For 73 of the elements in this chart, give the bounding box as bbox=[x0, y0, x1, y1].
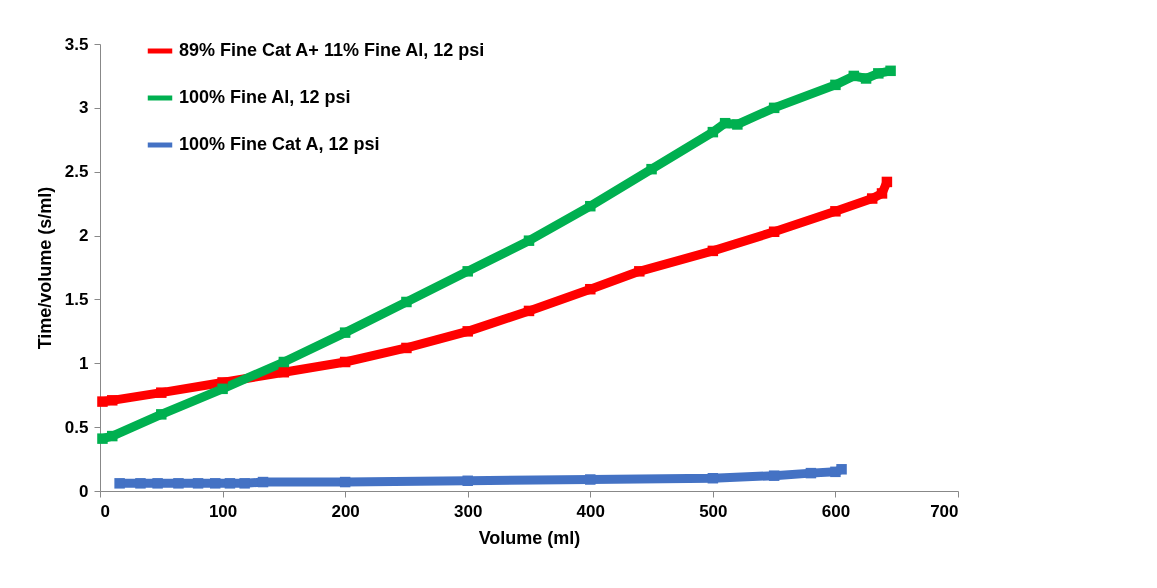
point bbox=[830, 206, 841, 217]
point bbox=[707, 245, 719, 257]
point bbox=[107, 395, 118, 406]
point bbox=[114, 478, 125, 489]
point bbox=[107, 430, 118, 442]
y-tick-label: 2.5 bbox=[64, 162, 89, 182]
y-tick-label: 3.5 bbox=[64, 34, 89, 54]
x-tick-label: 200 bbox=[331, 501, 360, 521]
point bbox=[707, 472, 719, 484]
point bbox=[585, 200, 596, 212]
point bbox=[768, 226, 780, 237]
point bbox=[278, 356, 290, 368]
y-tick-label: 0.5 bbox=[64, 417, 89, 437]
x-axis-title: Volume (ml) bbox=[478, 527, 581, 548]
point bbox=[462, 475, 473, 487]
point bbox=[585, 474, 596, 485]
y-tick-label: 1 bbox=[79, 353, 89, 373]
point bbox=[278, 366, 290, 378]
x-tick-label: 600 bbox=[821, 501, 851, 521]
y-tick-label: 0 bbox=[79, 481, 89, 501]
point bbox=[152, 478, 163, 489]
point bbox=[462, 326, 473, 337]
legend-label: 100% Fine Cat A, 12 psi bbox=[179, 134, 380, 154]
x-tick-label: 100 bbox=[208, 501, 238, 521]
point bbox=[634, 266, 645, 277]
point bbox=[239, 478, 250, 489]
point bbox=[523, 235, 535, 246]
point bbox=[339, 356, 351, 368]
point bbox=[97, 396, 108, 407]
point bbox=[646, 163, 657, 175]
point bbox=[217, 383, 228, 395]
x-tick-label: 500 bbox=[699, 501, 728, 521]
x-tick-label: 300 bbox=[454, 501, 483, 521]
point bbox=[830, 79, 841, 91]
point bbox=[873, 68, 884, 79]
point bbox=[209, 478, 221, 489]
x-tick-label: 400 bbox=[576, 501, 605, 521]
point bbox=[732, 119, 743, 130]
point bbox=[585, 283, 596, 295]
point bbox=[881, 176, 893, 188]
point bbox=[156, 387, 167, 398]
point bbox=[462, 266, 473, 277]
point bbox=[257, 476, 269, 488]
legend-label: 100% Fine Al, 12 psi bbox=[179, 87, 351, 107]
point bbox=[885, 65, 896, 77]
y-axis-title: Time/volume (s/ml) bbox=[34, 186, 55, 350]
point bbox=[768, 470, 780, 481]
point bbox=[135, 478, 146, 489]
point bbox=[707, 126, 719, 138]
point bbox=[156, 409, 167, 420]
point bbox=[836, 464, 847, 475]
y-tick-label: 1.5 bbox=[64, 289, 89, 309]
point bbox=[768, 102, 780, 114]
point bbox=[876, 188, 888, 199]
legend-label: 89% Fine Cat A+ 11% Fine Al, 12 psi bbox=[179, 40, 485, 60]
point bbox=[523, 305, 535, 317]
point bbox=[866, 193, 878, 204]
x-tick-label: 700 bbox=[930, 501, 959, 521]
x-tick-label: 0 bbox=[100, 501, 110, 521]
point bbox=[192, 478, 204, 489]
point bbox=[173, 478, 184, 489]
point bbox=[401, 342, 412, 354]
y-tick-label: 3 bbox=[79, 98, 89, 118]
point bbox=[339, 476, 351, 488]
point bbox=[401, 296, 412, 308]
point bbox=[224, 478, 236, 489]
point bbox=[805, 467, 817, 479]
point bbox=[719, 117, 731, 129]
point bbox=[97, 433, 108, 444]
y-tick-label: 2 bbox=[79, 226, 89, 246]
point bbox=[860, 73, 872, 84]
point bbox=[339, 327, 351, 338]
point bbox=[848, 70, 860, 82]
